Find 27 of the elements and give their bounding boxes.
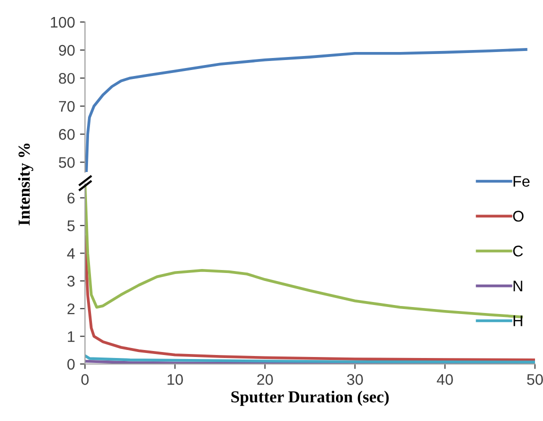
y-tick-label: 3 <box>67 276 75 287</box>
legend-label: O <box>513 210 524 222</box>
x-tick-label: 20 <box>257 374 273 385</box>
y-tick-label: 1 <box>68 331 75 342</box>
y-tick-label: 60 <box>59 129 75 140</box>
legend-label: C <box>513 246 523 256</box>
legend-label: Fe <box>514 176 530 187</box>
x-tick-label: 10 <box>168 374 183 385</box>
y-tick-label: 5 <box>67 220 75 232</box>
y-tick-label: 2 <box>68 303 74 314</box>
x-tick-label: 50 <box>527 374 543 385</box>
y-axis-title: Intensity % <box>18 144 34 226</box>
y-tick-label: 100 <box>50 16 75 28</box>
x-tick-label: 40 <box>436 374 453 385</box>
y-tick-label: 50 <box>58 157 75 168</box>
x-tick-label: 0 <box>81 374 89 385</box>
y-tick-label: 0 <box>67 358 75 370</box>
y-tick-label: 70 <box>59 101 75 112</box>
y-tick-label: 6 <box>68 192 75 204</box>
legend-label: H <box>514 316 522 326</box>
line-series <box>84 48 528 172</box>
y-tick-label: 4 <box>67 248 75 259</box>
y-tick-label: 80 <box>58 72 75 84</box>
x-axis-title: Sputter Duration (sec) <box>231 390 389 406</box>
legend-label: N <box>514 280 522 292</box>
x-tick-label: 30 <box>347 374 363 385</box>
y-tick-label: 90 <box>58 44 75 56</box>
